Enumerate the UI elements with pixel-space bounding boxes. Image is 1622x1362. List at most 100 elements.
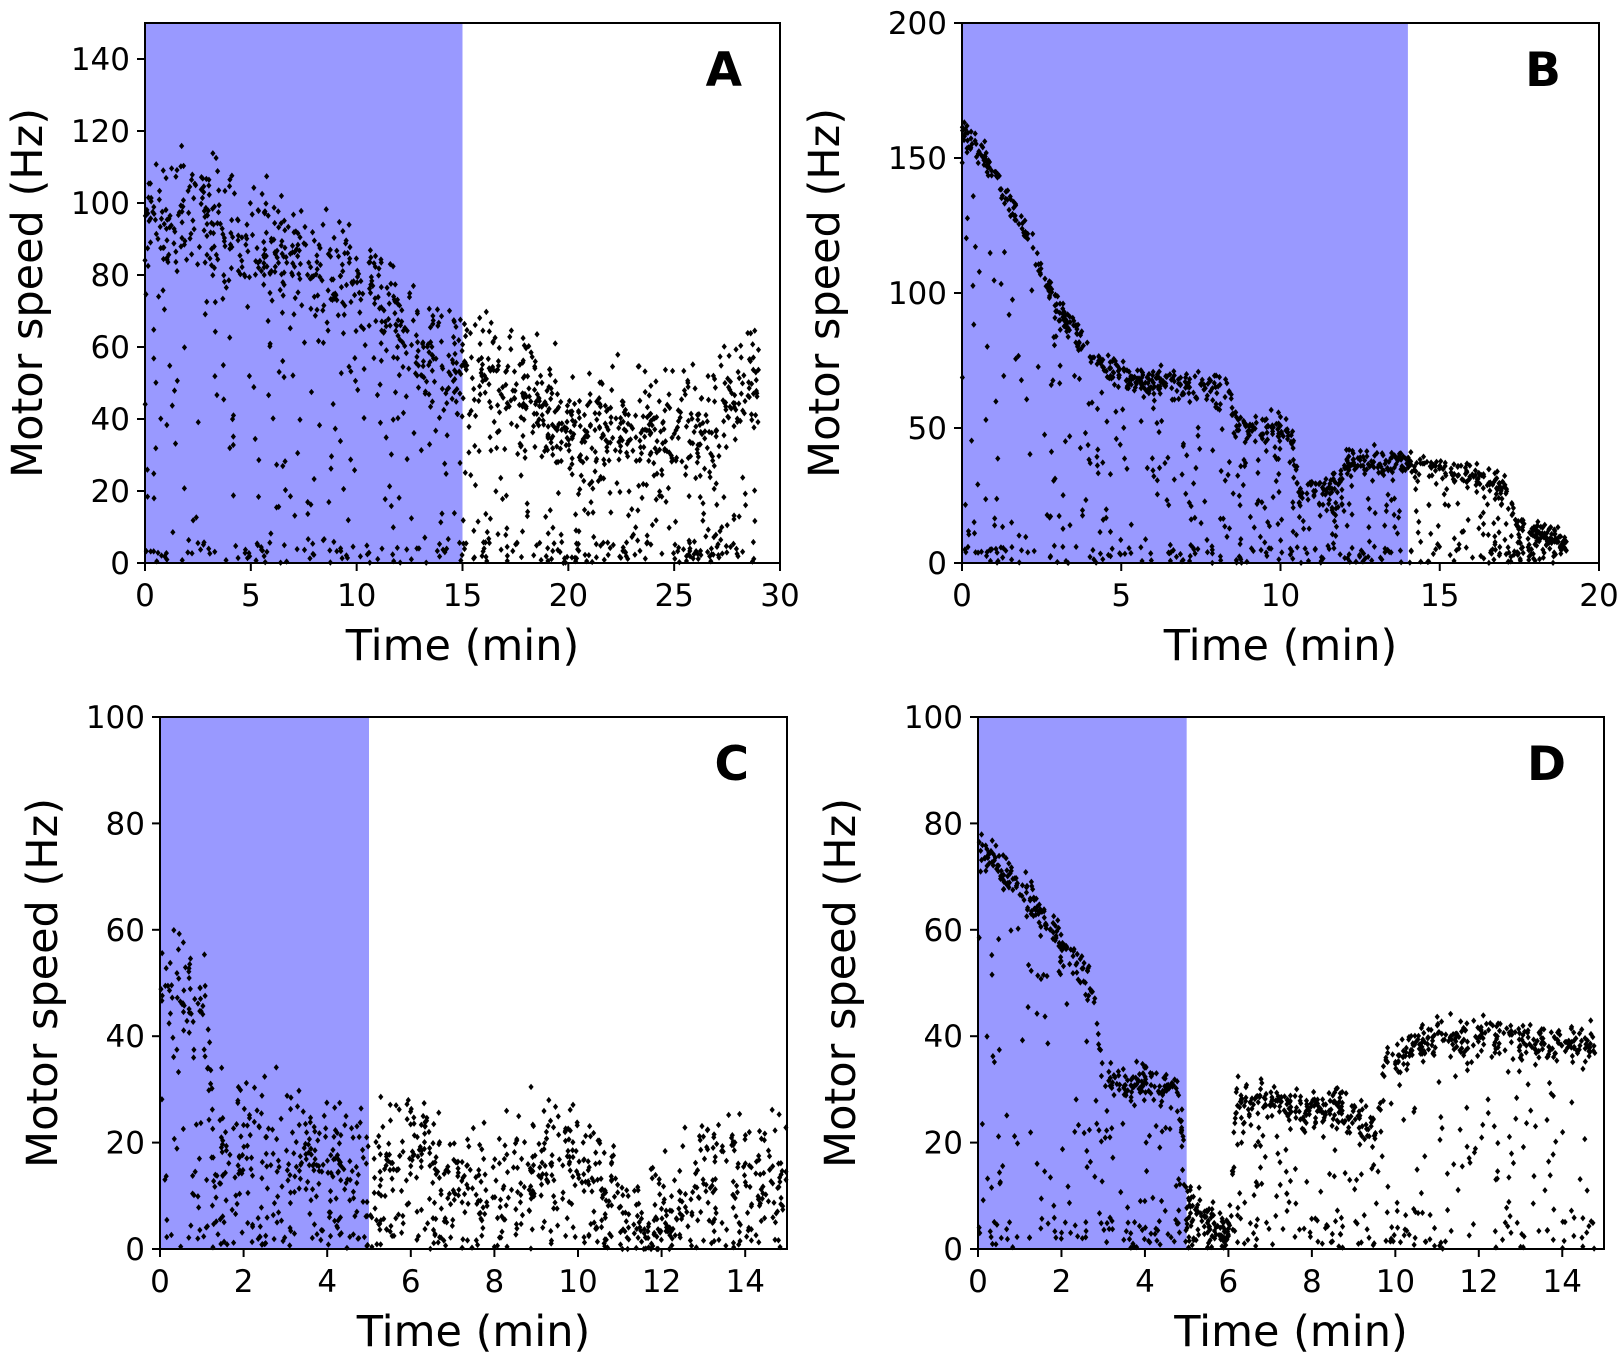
- data-point: [606, 457, 612, 464]
- data-point: [1098, 1138, 1104, 1145]
- data-point: [495, 366, 501, 373]
- data-point: [1120, 406, 1126, 413]
- data-point: [963, 234, 969, 242]
- data-point: [1218, 557, 1224, 564]
- data-point: [1326, 484, 1333, 492]
- data-point: [1276, 488, 1282, 496]
- data-point: [1007, 193, 1013, 200]
- data-point: [364, 1134, 370, 1141]
- data-point: [426, 348, 432, 356]
- data-point: [710, 1218, 716, 1226]
- data-point: [1111, 369, 1117, 376]
- data-point: [1187, 552, 1193, 560]
- data-point: [258, 546, 265, 554]
- data-point: [673, 454, 680, 462]
- data-point: [1396, 453, 1402, 460]
- data-point: [1451, 535, 1457, 542]
- data-point: [436, 1139, 443, 1146]
- data-point: [987, 1228, 993, 1235]
- data-point: [550, 524, 556, 531]
- data-point: [418, 1206, 425, 1214]
- data-point: [429, 367, 435, 374]
- data-point: [531, 410, 537, 417]
- data-point: [584, 455, 590, 462]
- data-point: [564, 1214, 570, 1222]
- data-point: [1178, 1128, 1184, 1136]
- data-point: [212, 548, 218, 555]
- data-point: [970, 192, 976, 200]
- data-point: [312, 1128, 318, 1135]
- y-tick-label: 80: [91, 258, 130, 294]
- data-point: [1426, 501, 1432, 509]
- data-point: [254, 540, 260, 547]
- data-point: [468, 471, 474, 479]
- data-point: [772, 1236, 778, 1243]
- data-point: [247, 552, 253, 560]
- data-point: [387, 322, 393, 329]
- data-point: [519, 1155, 525, 1163]
- data-point: [1217, 553, 1224, 560]
- data-point: [181, 1027, 187, 1034]
- data-point: [1427, 1236, 1433, 1243]
- data-point: [267, 289, 273, 297]
- data-point: [415, 347, 421, 355]
- data-point: [641, 1230, 647, 1237]
- data-point: [268, 268, 274, 275]
- data-point: [560, 1189, 566, 1196]
- data-point: [243, 241, 249, 248]
- data-point: [245, 1189, 251, 1197]
- data-point: [455, 1192, 462, 1199]
- data-point: [663, 498, 669, 505]
- data-point: [1000, 886, 1007, 893]
- data-point: [361, 1233, 367, 1241]
- data-point: [181, 241, 187, 248]
- data-point: [348, 1125, 355, 1132]
- data-point: [1230, 490, 1236, 497]
- data-point: [679, 458, 685, 465]
- data-point: [663, 1207, 669, 1214]
- data-point: [147, 239, 154, 246]
- data-point: [415, 1232, 422, 1240]
- data-point: [380, 1123, 386, 1131]
- data-point: [590, 485, 596, 492]
- data-point: [304, 1129, 310, 1136]
- data-point: [1107, 1134, 1113, 1141]
- data-point: [235, 1097, 241, 1104]
- data-point: [975, 481, 981, 488]
- data-point: [1300, 517, 1306, 525]
- data-point: [1006, 1219, 1013, 1226]
- data-point: [1487, 1020, 1493, 1027]
- data-point: [227, 241, 234, 248]
- data-point: [163, 549, 170, 557]
- data-point: [331, 538, 337, 546]
- data-point: [549, 1152, 555, 1159]
- data-point: [311, 237, 317, 244]
- data-point: [999, 194, 1005, 202]
- data-point: [716, 1236, 722, 1244]
- data-point: [601, 556, 607, 564]
- data-point: [281, 269, 287, 276]
- data-point: [242, 549, 248, 557]
- data-point: [1363, 1121, 1369, 1128]
- data-point: [566, 1198, 572, 1206]
- data-point: [261, 264, 267, 271]
- data-point: [383, 1226, 390, 1233]
- data-point: [1104, 373, 1110, 381]
- data-point: [460, 1174, 466, 1181]
- data-point: [1242, 438, 1248, 446]
- data-point: [215, 1231, 221, 1238]
- data-point: [984, 343, 990, 350]
- data-point: [1307, 1233, 1314, 1240]
- data-point: [1408, 461, 1414, 468]
- data-point: [712, 1175, 718, 1183]
- data-point: [536, 1140, 542, 1148]
- data-point: [1110, 373, 1116, 381]
- data-point: [186, 1234, 192, 1241]
- data-point: [1000, 852, 1006, 859]
- data-point: [513, 1221, 520, 1228]
- data-point: [346, 259, 352, 266]
- data-point: [208, 1066, 214, 1074]
- data-point: [1175, 380, 1182, 387]
- data-point: [969, 140, 975, 148]
- data-point: [336, 218, 342, 226]
